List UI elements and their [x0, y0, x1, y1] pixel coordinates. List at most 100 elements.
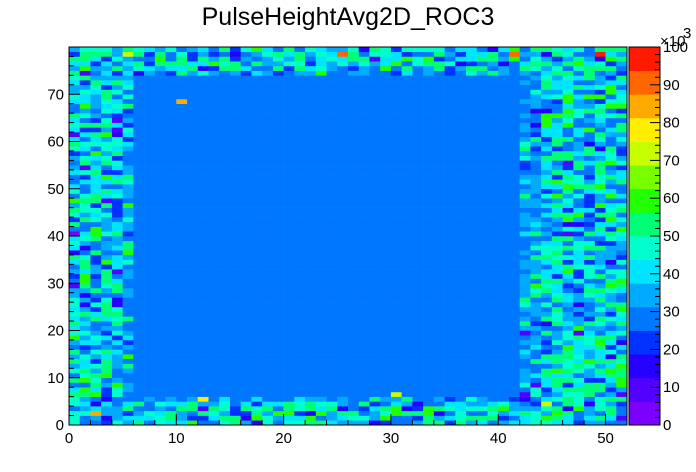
heatmap-cell	[283, 287, 295, 293]
heatmap-cell	[348, 325, 360, 331]
heatmap-cell	[573, 70, 585, 76]
heatmap-cell	[348, 221, 360, 227]
heatmap-cell	[380, 94, 392, 100]
heatmap-cell	[154, 217, 166, 223]
heatmap-cell	[315, 193, 327, 199]
heatmap-cell	[562, 184, 574, 190]
heatmap-cell	[466, 89, 478, 95]
heatmap-cell	[369, 80, 381, 86]
heatmap-cell	[562, 127, 574, 133]
heatmap-cell	[380, 61, 392, 67]
heatmap-cell	[133, 193, 145, 199]
heatmap-cell	[433, 202, 445, 208]
heatmap-cell	[573, 155, 585, 161]
heatmap-cell	[176, 316, 188, 322]
heatmap-cell	[326, 325, 338, 331]
heatmap-cell	[122, 321, 134, 327]
heatmap-cell	[390, 339, 402, 345]
heatmap-cell	[551, 368, 563, 374]
heatmap-cell	[111, 321, 123, 327]
heatmap-cell	[455, 259, 467, 265]
heatmap-cell	[530, 406, 542, 412]
heatmap-cell	[508, 61, 520, 67]
heatmap-cell	[208, 250, 220, 256]
heatmap-cell	[616, 51, 628, 57]
heatmap-cell	[154, 47, 166, 53]
heatmap-cell	[122, 410, 134, 416]
heatmap-cell	[197, 141, 209, 147]
heatmap-cell	[487, 132, 499, 138]
heatmap-cell	[508, 302, 520, 308]
heatmap-cell	[358, 387, 370, 393]
heatmap-cell	[133, 330, 145, 336]
heatmap-cell	[616, 155, 628, 161]
heatmap-cell	[412, 160, 424, 166]
heatmap-cell	[69, 396, 81, 402]
heatmap-cell	[122, 330, 134, 336]
heatmap-cell	[251, 188, 263, 194]
heatmap-cell	[433, 264, 445, 270]
heatmap-cell	[412, 113, 424, 119]
heatmap-cell	[584, 236, 596, 242]
heatmap-cell	[573, 259, 585, 265]
heatmap-cell	[605, 377, 617, 383]
heatmap-cell	[616, 193, 628, 199]
heatmap-cell	[144, 373, 156, 379]
heatmap-cell	[326, 122, 338, 128]
heatmap-cell	[423, 98, 435, 104]
heatmap-cell	[455, 47, 467, 53]
heatmap-cell	[240, 217, 252, 223]
heatmap-cell	[412, 217, 424, 223]
heatmap-cell	[219, 330, 231, 336]
heatmap-cell	[433, 94, 445, 100]
heatmap-cell	[551, 127, 563, 133]
heatmap-cell	[519, 245, 531, 251]
heatmap-cell	[390, 212, 402, 218]
heatmap-cell	[605, 382, 617, 388]
heatmap-cell	[101, 65, 113, 71]
heatmap-cell	[455, 150, 467, 156]
heatmap-cell	[90, 406, 102, 412]
heatmap-cell	[111, 278, 123, 284]
heatmap-cell	[79, 165, 91, 171]
heatmap-cell	[240, 240, 252, 246]
heatmap-cell	[154, 103, 166, 109]
heatmap-cell	[584, 335, 596, 341]
heatmap-cell	[133, 302, 145, 308]
heatmap-cell	[423, 354, 435, 360]
heatmap-cell	[197, 146, 209, 152]
heatmap-cell	[90, 273, 102, 279]
heatmap-cell	[229, 202, 241, 208]
heatmap-cell	[315, 273, 327, 279]
heatmap-cell	[262, 226, 274, 232]
heatmap-cell	[423, 84, 435, 90]
heatmap-cell	[584, 391, 596, 397]
heatmap-cell	[519, 302, 531, 308]
heatmap-cell	[229, 358, 241, 364]
heatmap-cell	[240, 321, 252, 327]
heatmap-cell	[240, 61, 252, 67]
heatmap-cell	[240, 387, 252, 393]
palette-swatch	[629, 188, 660, 213]
heatmap-cell	[294, 217, 306, 223]
heatmap-cell	[605, 165, 617, 171]
heatmap-cell	[369, 103, 381, 109]
heatmap-cell	[573, 292, 585, 298]
heatmap-cell	[133, 283, 145, 289]
heatmap-cell	[144, 174, 156, 180]
heatmap-cell	[498, 127, 510, 133]
heatmap-cell	[283, 108, 295, 114]
heatmap-cell	[348, 169, 360, 175]
heatmap-cell	[165, 269, 177, 275]
heatmap-cell	[219, 84, 231, 90]
heatmap-cell	[101, 136, 113, 142]
heatmap-cell	[519, 287, 531, 293]
heatmap-cell	[133, 179, 145, 185]
heatmap-cell	[90, 65, 102, 71]
heatmap-cell	[551, 70, 563, 76]
heatmap-cell	[326, 306, 338, 312]
heatmap-cell	[455, 127, 467, 133]
heatmap-cell	[348, 297, 360, 303]
heatmap-cell	[530, 141, 542, 147]
heatmap-cell	[111, 146, 123, 152]
